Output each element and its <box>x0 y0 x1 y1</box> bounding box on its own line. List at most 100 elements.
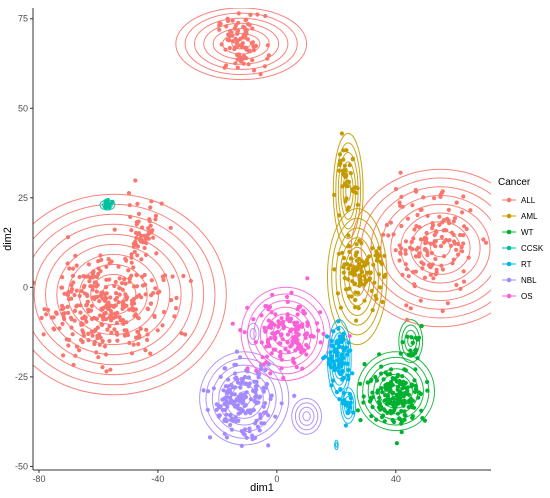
point-aml <box>336 251 341 256</box>
contour-wt-5-level-5 <box>367 362 424 420</box>
point-aml <box>345 179 350 184</box>
point-wt <box>410 340 415 345</box>
point-nbl <box>234 349 239 354</box>
point-all <box>66 310 71 315</box>
point-aml <box>350 156 355 161</box>
point-all <box>67 266 72 271</box>
legend-key-dot-rt <box>506 261 512 267</box>
point-all <box>134 272 139 277</box>
point-all <box>65 293 71 298</box>
point-all <box>61 306 66 311</box>
point-aml <box>344 196 349 201</box>
point-all <box>79 321 84 326</box>
contour-all-0-level-6 <box>184 12 298 75</box>
point-all <box>227 45 232 51</box>
point-wt <box>413 348 418 353</box>
point-wt <box>361 400 366 405</box>
point-nbl <box>273 414 278 419</box>
point-all <box>458 286 463 291</box>
point-rt <box>346 349 351 354</box>
point-aml <box>337 152 343 157</box>
contour-all-0-level-4 <box>203 22 280 65</box>
point-all <box>169 298 174 303</box>
point-all <box>138 326 143 331</box>
x-tick-label: -40 <box>151 474 164 484</box>
point-rt <box>323 354 328 359</box>
point-nbl <box>218 404 223 409</box>
point-wt <box>400 340 405 345</box>
point-aml <box>337 162 342 167</box>
point-os <box>316 328 321 333</box>
point-all <box>74 263 79 268</box>
point-rt <box>343 423 348 428</box>
point-os <box>291 359 296 364</box>
point-all <box>266 53 271 58</box>
point-all <box>94 350 99 355</box>
point-aml <box>342 256 347 261</box>
point-all <box>161 277 166 283</box>
point-all <box>107 277 112 282</box>
point-all <box>103 310 108 316</box>
point-all <box>136 231 142 236</box>
point-aml <box>374 258 379 263</box>
point-all <box>393 187 399 192</box>
point-all <box>39 315 44 321</box>
point-rt <box>340 401 345 406</box>
point-all <box>445 216 450 221</box>
point-all <box>143 282 148 287</box>
point-all <box>100 339 105 344</box>
point-all <box>108 295 113 300</box>
point-all <box>409 239 414 245</box>
point-aml <box>344 148 349 153</box>
point-all <box>117 286 122 291</box>
point-all <box>106 300 111 305</box>
legend-label-rt: RT <box>521 260 532 269</box>
point-aml <box>338 158 343 163</box>
point-nbl <box>240 408 245 413</box>
point-os <box>302 348 307 353</box>
point-nbl <box>211 386 216 391</box>
x-tick-label: 40 <box>391 474 401 484</box>
point-wt <box>394 441 399 446</box>
point-all <box>241 61 246 66</box>
point-aml <box>357 273 362 278</box>
point-os <box>288 329 293 334</box>
point-wt <box>376 405 382 410</box>
point-rt <box>344 345 349 350</box>
contour-all-1-level-10 <box>33 193 227 396</box>
point-all <box>408 306 413 311</box>
point-aml <box>332 192 337 197</box>
point-wt <box>370 390 375 395</box>
point-aml <box>332 267 337 272</box>
point-all <box>413 187 418 193</box>
point-all <box>174 295 179 301</box>
point-all <box>137 335 142 340</box>
point-all <box>129 301 135 307</box>
point-all <box>91 269 96 274</box>
point-rt <box>337 369 342 374</box>
point-wt <box>389 367 394 372</box>
point-aml <box>347 163 352 168</box>
point-all <box>398 251 403 256</box>
point-nbl <box>217 413 222 418</box>
point-nbl <box>242 427 248 432</box>
point-all <box>114 320 119 326</box>
point-all <box>147 219 152 224</box>
point-rt <box>341 331 346 336</box>
point-all <box>153 286 158 291</box>
point-all <box>93 280 98 285</box>
point-rt <box>346 340 351 345</box>
point-nbl <box>251 388 256 393</box>
point-wt <box>375 388 380 393</box>
point-nbl <box>222 366 227 371</box>
point-all <box>84 302 89 307</box>
point-all <box>459 244 464 250</box>
point-all <box>440 189 445 194</box>
point-all <box>102 344 107 349</box>
point-all <box>6 307 10 311</box>
point-all <box>145 306 150 311</box>
point-wt <box>370 404 375 410</box>
point-all <box>124 258 129 263</box>
point-all <box>233 36 238 42</box>
point-all <box>104 369 109 374</box>
